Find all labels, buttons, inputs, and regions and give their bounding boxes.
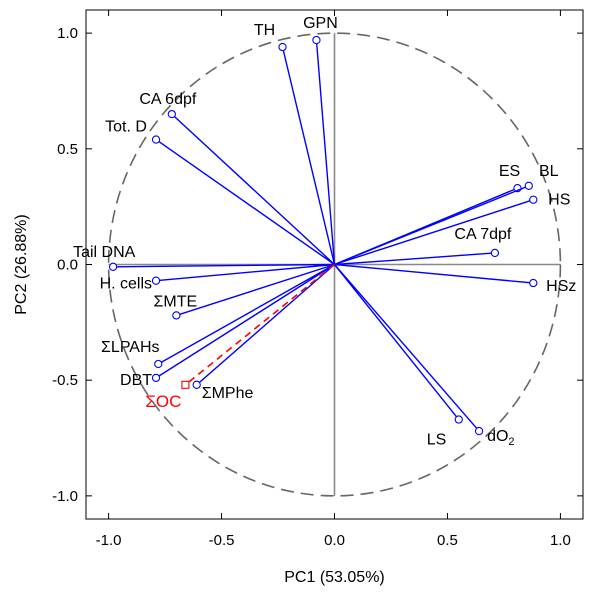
vector-point — [151, 276, 161, 285]
vector-line — [157, 263, 335, 365]
variable-label: BL — [539, 163, 559, 180]
y-tick-label: 1.0 — [57, 25, 78, 42]
vector-line — [334, 185, 530, 266]
variable-label: ΣMTE — [154, 293, 198, 310]
vector-point — [154, 359, 163, 369]
supplementary-point — [181, 380, 190, 389]
x-axis-title: PC1 (53.05%) — [284, 569, 385, 586]
supplementary-label: ΣOC — [145, 392, 181, 411]
vector-line — [333, 264, 480, 432]
x-tick-label: 0.0 — [324, 532, 345, 549]
vector-line — [155, 138, 335, 266]
circle-layer — [107, 32, 562, 497]
y-axis-title: PC2 (26.88%) — [13, 214, 30, 315]
vector-point — [454, 415, 463, 424]
vector-point — [490, 248, 500, 258]
variable-label: HSz — [546, 278, 576, 295]
y-tick-label: -0.5 — [52, 372, 78, 389]
vector-line — [113, 263, 335, 268]
variable-label: H. cells — [100, 276, 152, 293]
variable-label: LS — [427, 432, 447, 449]
label-layer: TH GPN CA 6dpf Tot. D ES BL HS CA 7dpf HSz Tail D… — [73, 15, 576, 448]
vector-line — [333, 264, 460, 420]
y-tick-label: 0.0 — [57, 257, 78, 274]
y-tick-label: 0.5 — [57, 141, 78, 158]
variable-label: CA 7dpf — [454, 226, 511, 243]
vector-line — [155, 263, 335, 379]
vector-point — [167, 109, 176, 119]
variable-label: HS — [548, 192, 570, 209]
vector-point — [529, 278, 538, 288]
vector-point — [151, 373, 161, 383]
variable-label: GPN — [303, 15, 338, 32]
variable-label: dO2 — [487, 428, 514, 448]
vector-line — [315, 40, 336, 265]
vector-line — [155, 263, 335, 282]
variable-label-subscript: 2 — [508, 436, 514, 448]
x-tick-label: -1.0 — [96, 532, 122, 549]
vector-line — [334, 252, 495, 266]
plot-frame — [85, 9, 584, 520]
variable-label: ΣMPhe — [202, 385, 254, 402]
variable-label: Tail DNA — [73, 244, 136, 261]
vector-point — [151, 135, 161, 144]
vector-layer — [108, 35, 538, 436]
vector-point — [192, 380, 201, 389]
vector-line — [176, 263, 335, 317]
vector-line — [281, 46, 336, 265]
vector-point — [524, 181, 533, 190]
variable-label: Tot. D — [105, 119, 147, 136]
vector-point — [474, 426, 484, 436]
supplementary-vector-line — [184, 263, 336, 386]
vector-line — [171, 113, 335, 266]
x-tick-label: -0.5 — [209, 532, 235, 549]
y-tick-label: -1.0 — [52, 488, 78, 505]
x-tick-label: 0.5 — [437, 532, 458, 549]
vector-point — [312, 35, 321, 45]
variable-label: ΣLPAHs — [101, 339, 160, 356]
unit-circle — [107, 32, 562, 497]
vector-line — [196, 263, 335, 386]
variable-label: TH — [254, 22, 275, 39]
variable-label: CA 6dpf — [139, 91, 196, 108]
variable-label: ES — [499, 163, 520, 180]
vector-point — [108, 262, 118, 271]
vector-point — [529, 195, 538, 204]
vector-point — [278, 42, 287, 52]
vector-point — [172, 311, 181, 320]
vector-line — [334, 263, 534, 284]
vector-line — [334, 199, 534, 266]
x-tick-label: 1.0 — [550, 532, 571, 549]
variable-label: DBT — [120, 372, 152, 389]
